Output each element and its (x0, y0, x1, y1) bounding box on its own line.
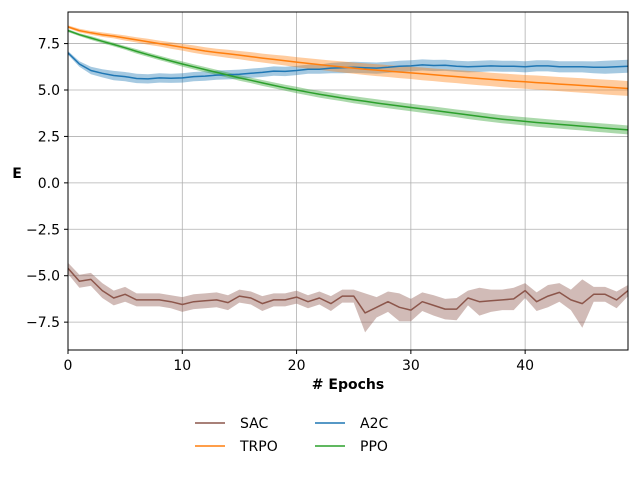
trpo-line (67, 26, 629, 90)
grid-lines (67, 12, 628, 350)
x-tick-label: 40 (516, 358, 534, 374)
x-axis-title: # Epochs (312, 377, 384, 393)
legend-label-ppo: PPO (360, 439, 388, 455)
y-tick-label: 2.5 (38, 129, 60, 145)
sac-line (67, 267, 629, 314)
y-tick-label: 0.0 (38, 176, 60, 192)
y-tick-label: −7.5 (26, 315, 60, 331)
x-axis-ticks: 0 10 20 30 40 (64, 350, 534, 374)
legend-label-trpo: TRPO (239, 439, 278, 455)
y-tick-label: −2.5 (26, 222, 60, 238)
legend-label-sac: SAC (240, 416, 268, 432)
sac-band (68, 262, 628, 333)
trpo-band (68, 25, 628, 96)
x-tick-label: 20 (288, 358, 306, 374)
ppo-line (67, 29, 629, 131)
plot-frame (67, 11, 629, 351)
legend: SAC TRPO A2C PPO (195, 416, 388, 455)
y-axis-title: E (12, 166, 22, 182)
y-tick-label: −5.0 (26, 269, 60, 285)
series-lines (67, 26, 629, 314)
y-tick-label: 7.5 (38, 37, 60, 53)
x-tick-label: 10 (173, 358, 191, 374)
y-axis-ticks: −7.5 −5.0 −2.5 0.0 2.5 5.0 7.5 (26, 37, 68, 331)
x-tick-label: 0 (64, 358, 73, 374)
ppo-band (68, 29, 628, 135)
legend-label-a2c: A2C (360, 416, 388, 432)
y-tick-label: 5.0 (38, 83, 60, 99)
x-tick-label: 30 (402, 358, 420, 374)
